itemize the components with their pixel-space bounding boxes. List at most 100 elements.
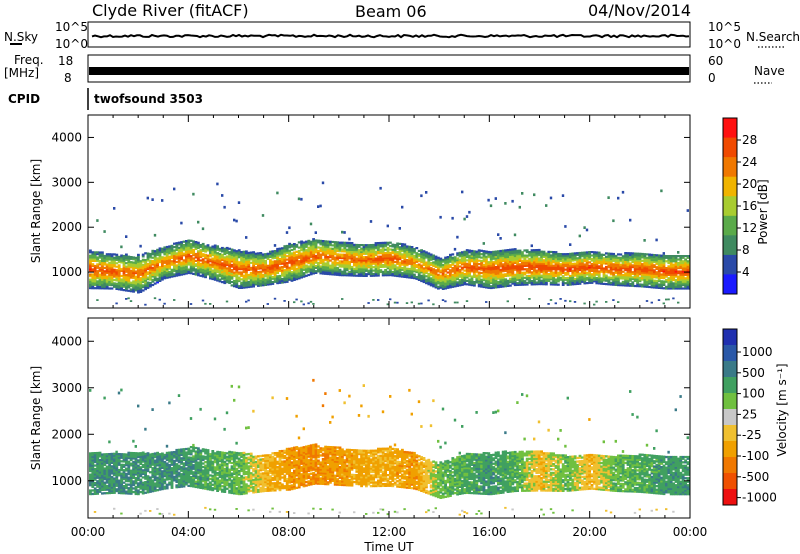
power-cell bbox=[281, 249, 284, 252]
power-cell bbox=[593, 273, 596, 276]
power-cell bbox=[537, 277, 541, 281]
power-cell bbox=[278, 276, 282, 279]
power-cell bbox=[290, 266, 294, 269]
power-cell bbox=[432, 280, 435, 283]
power-cell bbox=[278, 251, 282, 254]
power-cell bbox=[173, 275, 176, 278]
power-cell bbox=[98, 273, 102, 276]
power-cell bbox=[672, 297, 675, 300]
power-cell bbox=[396, 261, 399, 264]
power-cell bbox=[593, 264, 596, 268]
power-cell bbox=[521, 271, 524, 274]
power-cell bbox=[398, 266, 402, 269]
power-cell bbox=[422, 263, 426, 267]
power-cell bbox=[516, 259, 519, 263]
power-cell bbox=[177, 241, 181, 244]
power-cell bbox=[177, 250, 181, 253]
power-cell bbox=[434, 282, 438, 286]
power-cell bbox=[660, 275, 663, 278]
power-cell bbox=[525, 268, 529, 271]
power-cell bbox=[643, 280, 647, 283]
power-cell bbox=[177, 243, 181, 246]
power-cell bbox=[487, 262, 491, 265]
power-cell bbox=[619, 282, 623, 285]
power-cell bbox=[185, 265, 188, 268]
power-cell bbox=[636, 274, 639, 277]
power-cell bbox=[144, 260, 147, 263]
power-cell bbox=[595, 258, 599, 261]
power-cell bbox=[341, 298, 344, 300]
power-cell bbox=[398, 273, 402, 276]
power-cell bbox=[137, 264, 140, 267]
power-cell bbox=[345, 272, 349, 275]
power-cell bbox=[261, 255, 265, 258]
power-cell bbox=[487, 285, 491, 288]
velocity-cell bbox=[96, 455, 99, 458]
power-cell bbox=[225, 252, 229, 255]
power-cell bbox=[677, 287, 680, 290]
power-cell bbox=[427, 276, 431, 279]
power-cell bbox=[290, 245, 294, 248]
power-cell bbox=[547, 267, 551, 271]
power-cell bbox=[105, 266, 109, 269]
power-cell bbox=[485, 269, 488, 272]
power-cell bbox=[506, 281, 510, 284]
power-cell bbox=[679, 265, 683, 268]
power-cell bbox=[401, 255, 404, 258]
power-cell bbox=[144, 271, 147, 274]
power-cell bbox=[353, 250, 356, 253]
power-cell bbox=[686, 255, 690, 258]
power-cell bbox=[259, 281, 263, 284]
power-cell bbox=[293, 273, 296, 276]
power-cell bbox=[91, 254, 95, 257]
power-cell bbox=[602, 260, 606, 263]
power-cell bbox=[288, 278, 291, 281]
power-cell bbox=[480, 275, 483, 278]
power-cell bbox=[312, 255, 315, 258]
y-tick-label: 4000 bbox=[51, 130, 82, 144]
power-cell bbox=[451, 256, 455, 259]
power-cell bbox=[638, 271, 642, 274]
power-cell bbox=[597, 280, 601, 283]
power-cell bbox=[295, 271, 299, 274]
velocity-cell bbox=[91, 485, 95, 488]
power-cell bbox=[283, 269, 287, 272]
power-cell bbox=[91, 270, 95, 273]
power-cell bbox=[314, 241, 318, 244]
power-cell bbox=[206, 268, 210, 271]
power-cell bbox=[475, 254, 479, 257]
power-cell bbox=[665, 278, 668, 282]
power-cell bbox=[110, 261, 114, 264]
power-cell bbox=[245, 269, 248, 272]
power-cell bbox=[264, 254, 267, 257]
power-cell bbox=[468, 249, 471, 252]
power-cell bbox=[271, 250, 275, 253]
power-cell bbox=[533, 250, 536, 253]
power-cell bbox=[252, 258, 255, 261]
power-cell bbox=[605, 257, 608, 260]
power-cell bbox=[475, 266, 479, 269]
power-cell bbox=[122, 268, 126, 271]
power-cell bbox=[597, 255, 601, 258]
power-cell bbox=[636, 252, 639, 255]
power-cell bbox=[103, 258, 107, 261]
power-cell bbox=[602, 279, 606, 282]
power-cell bbox=[93, 253, 97, 256]
power-cell bbox=[98, 270, 102, 273]
power-cell bbox=[650, 279, 654, 282]
power-cell bbox=[355, 243, 359, 247]
power-cell bbox=[201, 268, 205, 271]
power-cell bbox=[127, 255, 131, 258]
power-cell bbox=[278, 252, 282, 255]
power-cell bbox=[182, 240, 186, 243]
power-cell bbox=[470, 256, 474, 259]
power-cell bbox=[549, 281, 553, 284]
power-cell bbox=[192, 248, 195, 252]
power-cell bbox=[326, 245, 330, 248]
power-cell bbox=[566, 276, 570, 279]
power-cell bbox=[624, 282, 627, 285]
power-cell bbox=[141, 274, 145, 277]
velocity-cell bbox=[105, 453, 109, 456]
power-cell bbox=[309, 261, 313, 264]
power-cell bbox=[379, 259, 383, 262]
